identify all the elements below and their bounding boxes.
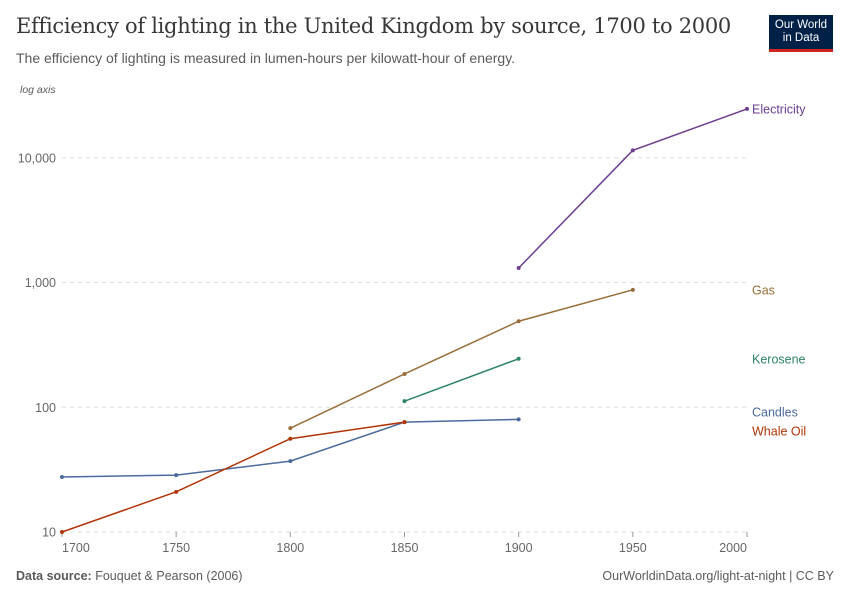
series-line-electricity[interactable] [518,108,748,269]
series-label: Gas [752,284,775,298]
x-tick-label: 1700 [62,541,90,555]
data-point[interactable] [60,530,64,534]
data-point[interactable] [288,459,293,464]
data-point[interactable] [630,148,635,153]
data-point[interactable] [288,436,293,441]
data-source: Data source: Fouquet & Pearson (2006) [16,569,243,583]
x-tick-label: 1950 [619,541,647,555]
series-line-kerosene[interactable] [404,358,519,402]
y-tick-label: 100 [35,401,56,415]
x-tick-label: 1850 [391,541,419,555]
data-point[interactable] [402,399,407,404]
x-tick-label: 1750 [162,541,190,555]
series-label: Kerosene [752,353,806,367]
data-source-label: Data source: [16,569,92,583]
data-point[interactable] [516,417,521,422]
x-tick-label: 2000 [719,541,747,555]
data-point[interactable] [516,319,521,324]
series-label: Candles [752,406,798,420]
series-line-gas[interactable] [290,289,634,429]
series-label: Electricity [752,103,806,117]
data-point[interactable] [60,475,64,480]
data-point[interactable] [402,420,407,425]
y-tick-label: 10 [42,526,56,540]
x-tick-label: 1900 [505,541,533,555]
y-tick-label: 1,000 [25,276,56,290]
data-point[interactable] [516,356,521,361]
chart-subtitle: The efficiency of lighting is measured i… [16,50,516,66]
series-label: Whale Oil [752,425,806,439]
data-point[interactable] [745,106,749,111]
data-point[interactable] [402,371,407,376]
chart-title: Efficiency of lighting in the United Kin… [16,14,731,38]
log-axis-note: log axis [20,84,56,96]
data-point[interactable] [174,489,179,494]
credit-link[interactable]: OurWorldinData.org/light-at-night | CC B… [602,569,834,583]
data-point[interactable] [174,473,179,478]
y-tick-label: 10,000 [18,151,56,165]
data-source-value: Fouquet & Pearson (2006) [95,569,243,583]
series-line-whale-oil[interactable] [61,421,405,533]
data-point[interactable] [516,265,521,270]
data-point[interactable] [288,426,293,431]
data-point[interactable] [630,287,635,292]
x-tick-label: 1800 [276,541,304,555]
owid-logo[interactable]: Our World in Data [769,15,833,52]
